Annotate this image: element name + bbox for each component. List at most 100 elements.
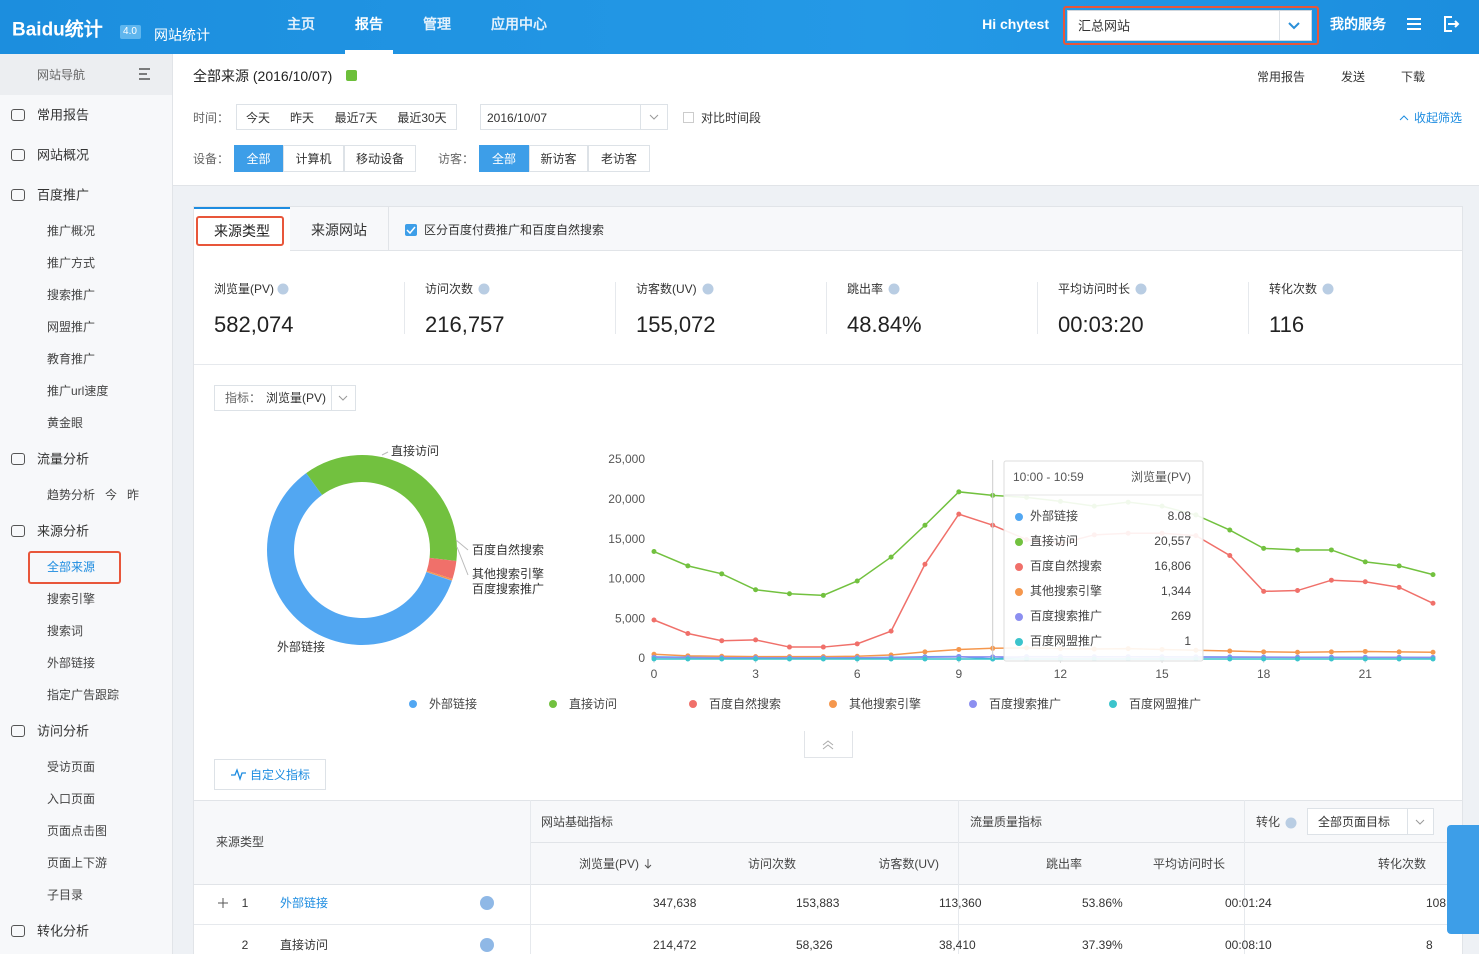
sidebar-item[interactable]: 访问分析 [37,725,89,738]
sidebar-subitem[interactable]: 子目录 [47,889,83,901]
sidebar-subitem[interactable]: 全部来源 [47,561,95,573]
page-title: 全部来源 (2016/10/07) [193,69,332,83]
metric-label: 访客数(UV) [636,283,697,295]
column-head: 来源类型 [216,836,264,848]
expand-button[interactable] [804,731,853,758]
column-head: 平均访问时长 [1153,858,1225,870]
custom-metric-label[interactable]: 自定义指标 [250,769,310,781]
sidebar-subitem[interactable]: 趋势分析 [47,489,95,501]
nav-icon [11,725,25,737]
sidebar-subitem[interactable]: 入口页面 [47,793,95,805]
visitor-button-label[interactable]: 全部 [492,153,516,165]
nav-icon [11,925,25,937]
cell: 37.39% [1082,939,1123,951]
cell: 38,410 [939,939,976,951]
tab[interactable]: 来源网站 [311,223,367,237]
sidebar-item[interactable]: 常用报告 [37,109,89,122]
sidebar-subitem[interactable]: 搜索推广 [47,289,95,301]
cell: 214,472 [653,939,696,951]
time-button[interactable]: 最近30天 [397,112,446,124]
select-divider [1279,11,1280,40]
quick-link[interactable]: 今 [105,489,117,501]
sidebar-subitem[interactable]: 受访页面 [47,761,95,773]
sidebar-subitem[interactable]: 教育推广 [47,353,95,365]
sidebar-subitem[interactable]: 页面点击图 [47,825,107,837]
cell: 347,638 [653,897,696,909]
nav-item[interactable]: 管理 [423,17,451,31]
nav-item[interactable]: 报告 [355,17,383,31]
sidebar-subitem[interactable]: 页面上下游 [47,857,107,869]
action-link[interactable]: 发送 [1341,71,1365,83]
visitor-button-label[interactable]: 老访客 [601,153,637,165]
trend-icon[interactable] [480,896,494,910]
sidebar-item[interactable]: 网站概况 [37,149,89,162]
collapse-link[interactable]: 收起筛选 [1414,112,1462,124]
metric-divider [826,282,827,334]
tab[interactable]: 来源类型 [214,224,270,238]
cell: 53.86% [1082,897,1123,909]
group-head: 网站基础指标 [541,816,613,828]
service-link[interactable]: 我的服务 [1330,17,1386,31]
date-divider [640,105,641,129]
action-link[interactable]: 常用报告 [1257,71,1305,83]
device-button-label[interactable]: 计算机 [295,153,331,165]
table-col-divider [958,800,959,954]
cell: 153,883 [796,897,839,909]
source-name[interactable]: 外部链接 [280,897,328,909]
metric-value: 155,072 [636,314,716,336]
metric-rule [194,364,1462,365]
sidebar-subitem[interactable]: 外部链接 [47,657,95,669]
nav-icon [11,189,25,201]
table-col-divider [530,800,531,954]
sidebar-subitem[interactable]: 搜索引擎 [47,593,95,605]
nav-icon [11,109,25,121]
sidebar-subitem[interactable]: 推广概况 [47,225,95,237]
column-head: 访问次数 [748,858,796,870]
goal-select-value[interactable]: 全部页面目标 [1318,816,1390,828]
date-value[interactable]: 2016/10/07 [487,112,547,124]
sidebar-item[interactable]: 流量分析 [37,453,89,466]
product-name: 网站统计 [154,28,210,42]
cell: 8 [1426,939,1433,951]
sidebar-subitem[interactable]: 搜索词 [47,625,83,637]
logo: Baidu统计 [12,21,103,40]
time-button[interactable]: 最近7天 [335,112,378,124]
site-select-value[interactable]: 汇总网站 [1078,20,1130,33]
sidebar-head [0,54,172,95]
sidebar-subitem[interactable]: 黄金眼 [47,417,83,429]
nav-icon [11,453,25,465]
sidebar-item[interactable]: 转化分析 [37,925,89,938]
side-tools[interactable] [1447,825,1479,934]
nav-icon [11,525,25,537]
quick-link[interactable]: 昨 [127,489,139,501]
indicator-value[interactable]: 浏览量(PV) [266,392,326,404]
compare-checkbox[interactable] [683,112,694,123]
group-head: 流量质量指标 [970,816,1042,828]
trend-icon[interactable] [480,938,494,952]
sidebar-item[interactable]: 来源分析 [37,525,89,538]
nav-icon [11,149,25,161]
device-button-label[interactable]: 全部 [246,153,270,165]
metric-label: 平均访问时长 [1058,283,1130,295]
device-button-label[interactable]: 移动设备 [356,153,404,165]
time-button[interactable]: 昨天 [290,112,314,124]
cell: 00:01:24 [1225,897,1272,909]
cell: 58,326 [796,939,833,951]
column-head: 访客数(UV) [878,858,939,870]
visitor-button-label[interactable]: 新访客 [540,153,576,165]
sidebar-item[interactable]: 百度推广 [37,189,89,202]
time-button[interactable]: 今天 [246,112,270,124]
nav-item[interactable]: 应用中心 [491,17,547,31]
distinguish-checkbox[interactable] [405,224,417,236]
compare-label[interactable]: 对比时间段 [701,112,761,124]
action-link[interactable]: 下载 [1401,71,1425,83]
column-head[interactable]: 浏览量(PV) [579,858,639,870]
sidebar-subitem[interactable]: 推广url速度 [47,385,108,397]
tab-divider [388,207,389,251]
sidebar-subitem[interactable]: 指定广告跟踪 [47,689,119,701]
metric-divider [404,282,405,334]
sidebar-subitem[interactable]: 推广方式 [47,257,95,269]
nav-item[interactable]: 主页 [287,17,315,31]
sidebar-subitem[interactable]: 网盟推广 [47,321,95,333]
checkbox-label[interactable]: 区分百度付费推广和百度自然搜索 [424,224,604,236]
